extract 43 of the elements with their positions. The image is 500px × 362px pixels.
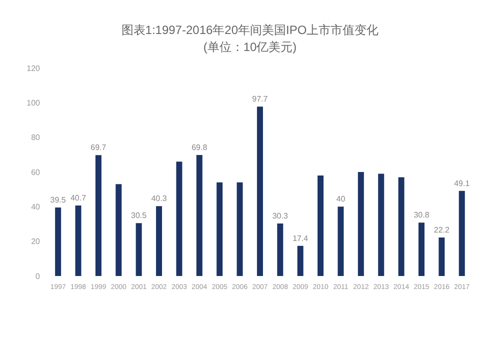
bar	[338, 206, 344, 276]
bar	[277, 223, 284, 276]
data-label: 22.2	[434, 226, 450, 235]
bar	[398, 177, 404, 276]
y-tick-label: 60	[31, 168, 41, 177]
y-tick-label: 40	[31, 202, 41, 212]
data-label: 49.1	[454, 178, 470, 188]
data-label: 30.3	[272, 211, 288, 220]
y-tick-label: 80	[31, 133, 41, 142]
bar	[176, 162, 182, 276]
bar	[378, 174, 384, 276]
bar	[297, 246, 304, 276]
data-label: 17.4	[292, 234, 309, 243]
data-label: 97.7	[252, 94, 268, 104]
data-label: 30.8	[414, 210, 430, 220]
bar	[236, 182, 243, 276]
bar	[156, 206, 162, 276]
y-tick-label: 100	[26, 98, 41, 108]
data-label: 69.7	[90, 143, 107, 152]
y-tick-label: 20	[31, 237, 41, 246]
bar	[196, 155, 202, 276]
bar	[418, 222, 424, 276]
data-label: 39.5	[50, 196, 66, 205]
bar	[458, 190, 465, 276]
bar	[55, 208, 62, 276]
bar	[75, 205, 82, 276]
bar	[256, 106, 263, 276]
y-tick-label: 120	[26, 64, 41, 73]
chart-title: 图表1:1997-2016年20年间美国IPO上市市值变化	[120, 22, 380, 39]
bar	[116, 184, 122, 276]
bar	[318, 175, 324, 276]
bar	[216, 182, 223, 276]
bar	[136, 223, 142, 276]
y-tick-label: 0	[36, 272, 41, 281]
bar	[358, 172, 364, 276]
data-label: 40.7	[70, 193, 87, 202]
data-label: 40	[336, 194, 346, 204]
data-label: 69.8	[192, 143, 208, 152]
chart-subtitle: (单位：10亿美元)	[202, 39, 298, 56]
data-label: 30.5	[131, 211, 148, 220]
data-label: 40.3	[151, 194, 168, 204]
bar	[438, 238, 445, 276]
bar	[95, 155, 102, 276]
